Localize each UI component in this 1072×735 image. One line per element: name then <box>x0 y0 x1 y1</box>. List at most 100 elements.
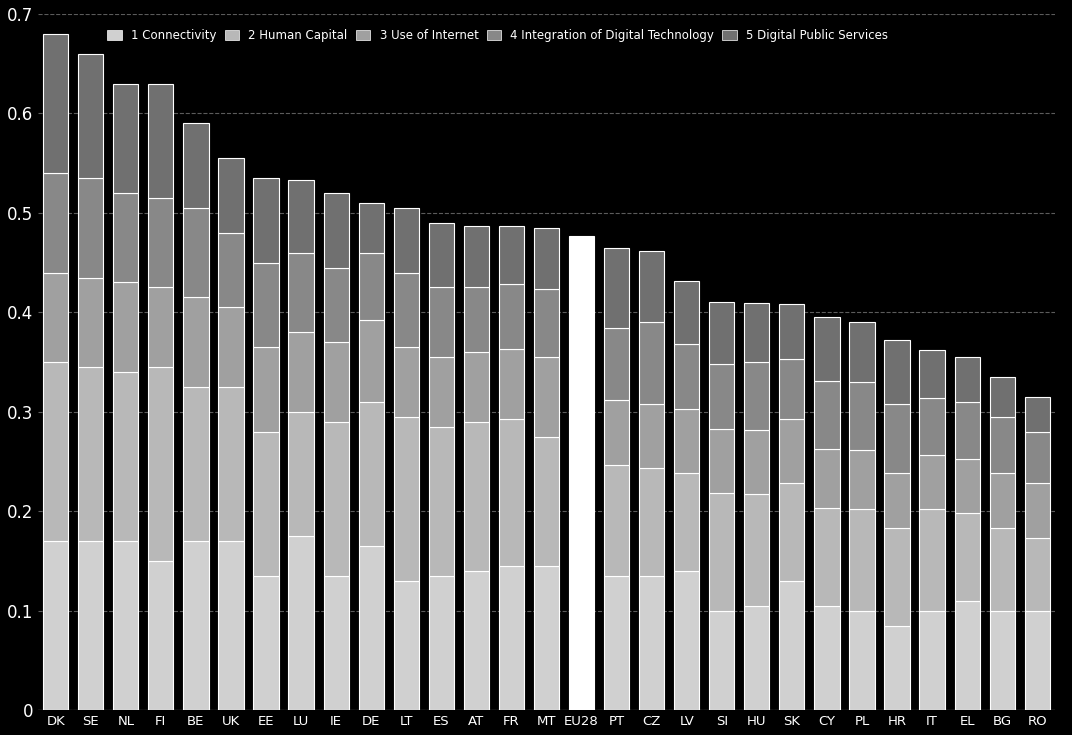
Bar <box>43 362 69 541</box>
Bar <box>534 566 560 710</box>
Bar <box>219 158 243 233</box>
Bar <box>324 268 348 343</box>
Bar <box>639 468 665 576</box>
Bar <box>464 226 489 287</box>
Bar <box>954 357 980 402</box>
Bar <box>43 173 69 273</box>
Bar <box>779 581 804 710</box>
Bar <box>429 223 453 287</box>
Bar <box>358 402 384 546</box>
Bar <box>393 581 419 710</box>
Bar <box>78 178 103 278</box>
Bar <box>464 352 489 422</box>
Bar <box>324 343 348 422</box>
Bar <box>393 208 419 273</box>
Bar <box>989 473 1015 528</box>
Bar <box>288 332 314 412</box>
Bar <box>464 287 489 352</box>
Bar <box>884 473 910 528</box>
Bar <box>148 367 174 561</box>
Bar <box>744 495 770 606</box>
Bar <box>815 318 839 381</box>
Bar <box>604 576 629 710</box>
Bar <box>358 253 384 320</box>
Bar <box>114 541 138 710</box>
Legend: 1 Connectivity, 2 Human Capital, 3 Use of Internet, 4 Integration of Digital Tec: 1 Connectivity, 2 Human Capital, 3 Use o… <box>105 26 891 45</box>
Bar <box>884 340 910 404</box>
Bar <box>815 448 839 509</box>
Bar <box>219 387 243 541</box>
Bar <box>324 193 348 268</box>
Bar <box>534 228 560 290</box>
Bar <box>710 302 734 364</box>
Bar <box>639 322 665 404</box>
Bar <box>1025 611 1049 710</box>
Bar <box>779 359 804 419</box>
Bar <box>954 513 980 600</box>
Bar <box>674 344 699 409</box>
Bar <box>710 429 734 493</box>
Bar <box>498 566 524 710</box>
Bar <box>43 273 69 362</box>
Bar <box>219 307 243 387</box>
Bar <box>710 364 734 429</box>
Bar <box>884 625 910 710</box>
Bar <box>183 541 209 710</box>
Bar <box>954 459 980 513</box>
Bar <box>569 304 594 375</box>
Bar <box>954 402 980 459</box>
Bar <box>815 381 839 448</box>
Bar <box>604 400 629 465</box>
Bar <box>604 248 629 329</box>
Bar <box>1025 538 1049 611</box>
Bar <box>569 440 594 571</box>
Bar <box>849 450 875 509</box>
Bar <box>324 422 348 576</box>
Bar <box>324 576 348 710</box>
Bar <box>674 409 699 473</box>
Bar <box>78 278 103 367</box>
Bar <box>779 304 804 359</box>
Bar <box>920 509 944 611</box>
Bar <box>148 561 174 710</box>
Bar <box>744 430 770 495</box>
Bar <box>183 123 209 208</box>
Bar <box>639 404 665 468</box>
Bar <box>358 203 384 253</box>
Bar <box>989 611 1015 710</box>
Bar <box>148 198 174 287</box>
Bar <box>674 281 699 344</box>
Bar <box>183 298 209 387</box>
Bar <box>358 320 384 402</box>
Bar <box>183 208 209 298</box>
Bar <box>393 417 419 581</box>
Bar <box>253 576 279 710</box>
Bar <box>148 84 174 198</box>
Bar <box>429 576 453 710</box>
Bar <box>815 606 839 710</box>
Bar <box>1025 484 1049 538</box>
Bar <box>429 427 453 576</box>
Bar <box>114 372 138 541</box>
Bar <box>989 377 1015 417</box>
Bar <box>288 536 314 710</box>
Bar <box>604 465 629 576</box>
Bar <box>43 541 69 710</box>
Bar <box>1025 397 1049 431</box>
Bar <box>253 431 279 576</box>
Bar <box>183 387 209 541</box>
Bar <box>148 287 174 367</box>
Bar <box>920 350 944 398</box>
Bar <box>498 226 524 284</box>
Bar <box>849 509 875 611</box>
Bar <box>1025 431 1049 484</box>
Bar <box>920 611 944 710</box>
Bar <box>884 404 910 473</box>
Bar <box>498 419 524 566</box>
Bar <box>744 362 770 430</box>
Bar <box>78 367 103 541</box>
Bar <box>114 84 138 193</box>
Bar <box>710 493 734 611</box>
Bar <box>253 262 279 347</box>
Bar <box>884 528 910 625</box>
